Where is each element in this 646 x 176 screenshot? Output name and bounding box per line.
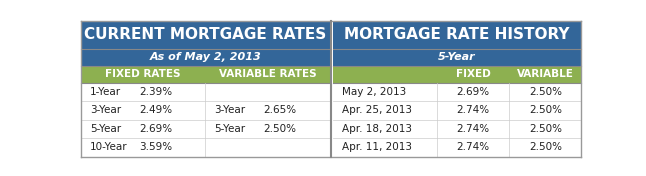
Bar <box>81 120 329 138</box>
Text: CURRENT MORTGAGE RATES: CURRENT MORTGAGE RATES <box>84 27 326 42</box>
Text: 2.69%: 2.69% <box>457 87 490 97</box>
Bar <box>333 49 581 66</box>
Text: 2.69%: 2.69% <box>140 124 172 134</box>
Text: 3.59%: 3.59% <box>140 142 172 152</box>
Text: 2.50%: 2.50% <box>529 142 562 152</box>
Text: 5-Year: 5-Year <box>90 124 121 134</box>
Text: 2.65%: 2.65% <box>264 105 297 115</box>
Bar <box>333 101 581 120</box>
Text: VARIABLE RATES: VARIABLE RATES <box>218 69 316 79</box>
Text: Apr. 11, 2013: Apr. 11, 2013 <box>342 142 412 152</box>
Text: VARIABLE: VARIABLE <box>517 69 574 79</box>
Text: As of May 2, 2013: As of May 2, 2013 <box>149 52 261 62</box>
Bar <box>81 83 329 101</box>
Bar <box>333 21 581 49</box>
Text: 1-Year: 1-Year <box>90 87 121 97</box>
Text: 10-Year: 10-Year <box>90 142 127 152</box>
Bar <box>333 66 581 83</box>
Bar <box>333 120 581 138</box>
Text: 5-Year: 5-Year <box>438 52 476 62</box>
Text: 2.50%: 2.50% <box>529 87 562 97</box>
Bar <box>81 138 329 157</box>
Text: 2.49%: 2.49% <box>140 105 172 115</box>
Text: 2.50%: 2.50% <box>264 124 297 134</box>
Text: 2.50%: 2.50% <box>529 105 562 115</box>
Bar <box>329 21 333 157</box>
Bar <box>333 83 581 101</box>
Text: 2.50%: 2.50% <box>529 124 562 134</box>
Text: FIXED RATES: FIXED RATES <box>105 69 181 79</box>
Text: 2.39%: 2.39% <box>140 87 172 97</box>
Bar <box>333 138 581 157</box>
Text: 2.74%: 2.74% <box>457 105 490 115</box>
Text: Apr. 18, 2013: Apr. 18, 2013 <box>342 124 412 134</box>
Bar <box>81 49 329 66</box>
Bar <box>81 101 329 120</box>
Text: Apr. 25, 2013: Apr. 25, 2013 <box>342 105 412 115</box>
Text: 2.74%: 2.74% <box>457 124 490 134</box>
Text: May 2, 2013: May 2, 2013 <box>342 87 406 97</box>
Text: 3-Year: 3-Year <box>214 105 245 115</box>
Bar <box>81 21 329 49</box>
Text: 3-Year: 3-Year <box>90 105 121 115</box>
Text: MORTGAGE RATE HISTORY: MORTGAGE RATE HISTORY <box>344 27 570 42</box>
Text: 2.74%: 2.74% <box>457 142 490 152</box>
Text: 5-Year: 5-Year <box>214 124 245 134</box>
Bar <box>81 66 329 83</box>
Text: FIXED: FIXED <box>456 69 490 79</box>
